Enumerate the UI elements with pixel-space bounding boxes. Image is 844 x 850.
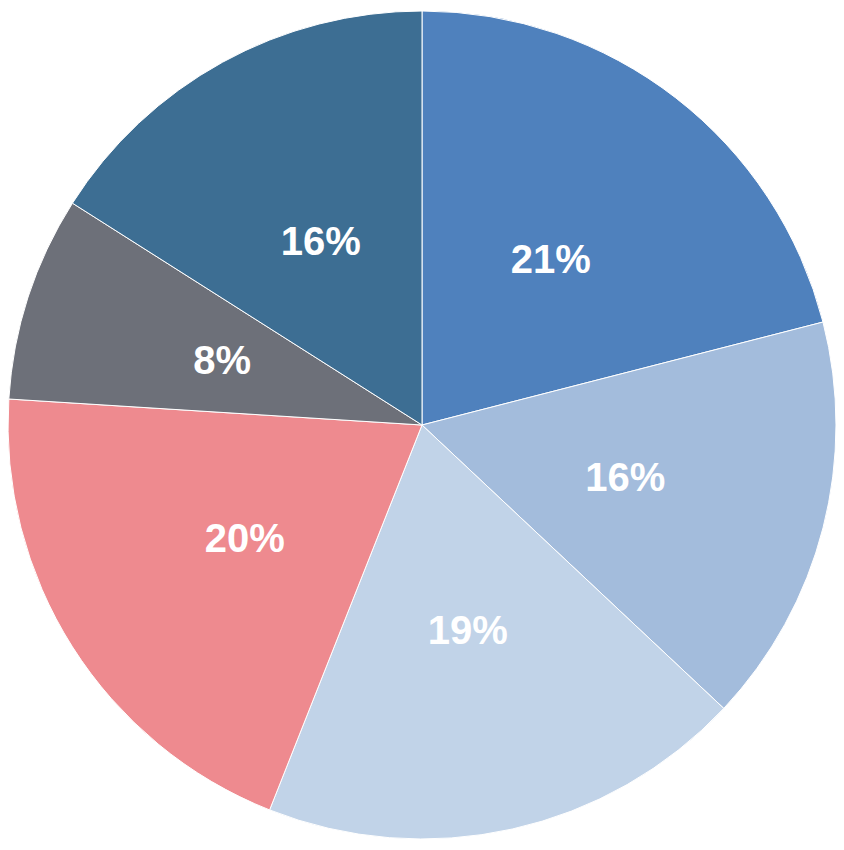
svg-text:19%: 19% [428,608,508,652]
svg-text:16%: 16% [585,455,665,499]
svg-text:16%: 16% [281,219,361,263]
svg-text:8%: 8% [193,338,251,382]
svg-text:20%: 20% [205,516,285,560]
svg-text:21%: 21% [511,237,591,281]
